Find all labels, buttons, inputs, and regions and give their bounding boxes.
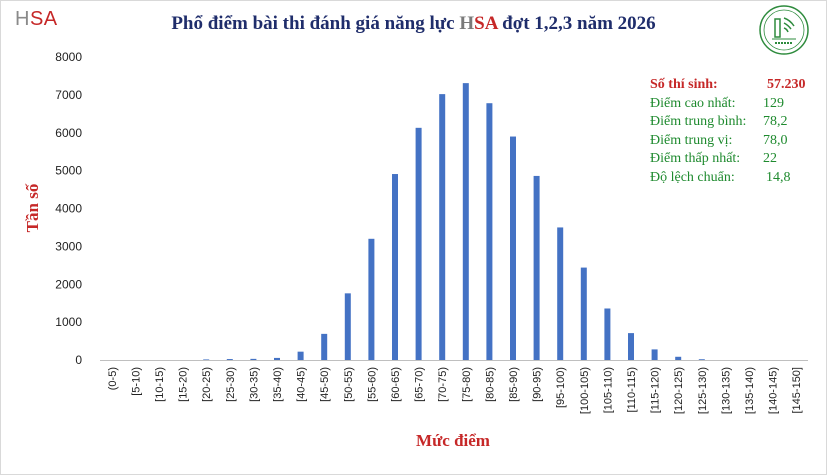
bar	[486, 103, 493, 361]
title-hsa-h: H	[459, 13, 475, 34]
x-tick-label: [135-140)	[744, 367, 756, 414]
title-part-1: Phổ điểm bài thi đánh giá năng lực	[171, 13, 460, 34]
stat-label: Độ lệch chuẩn:	[650, 169, 735, 185]
x-tick-label: [110-115)	[626, 367, 638, 412]
bar	[226, 359, 233, 360]
bar	[321, 333, 328, 360]
x-tick-label: [35-40)	[272, 367, 284, 402]
x-tick-label: [140-145)	[768, 367, 780, 414]
y-tick-label: 5000	[55, 164, 82, 178]
stat-value: 78,0	[763, 132, 788, 148]
y-tick-label: 7000	[55, 88, 82, 102]
bar	[344, 293, 351, 360]
x-axis-title: Mức điểm	[416, 431, 490, 450]
x-tick-label: [75-80)	[461, 367, 473, 402]
logo-letters-sa: SA	[29, 8, 58, 30]
stat-value: 78,2	[763, 114, 788, 129]
bar	[580, 267, 587, 360]
x-tick-label: (0-5)	[107, 367, 119, 390]
x-tick-label: [45-50)	[319, 367, 331, 402]
hsa-logo: HSA	[15, 8, 58, 31]
x-tick-label: [70-75)	[437, 367, 449, 402]
bar	[368, 238, 375, 360]
bar	[297, 351, 304, 360]
bar	[510, 136, 516, 360]
x-tick-label: [130-135)	[720, 367, 732, 414]
x-tick-label: [50-55)	[343, 367, 355, 402]
title-part-2: đợt 1,2,3 năm 2026	[497, 13, 656, 34]
x-tick-label: [60-65)	[390, 367, 402, 402]
x-tick-label: [90-95)	[532, 367, 544, 402]
x-tick-label: [10-15)	[154, 367, 166, 402]
bar	[628, 333, 634, 360]
x-tick-label: [145-150]	[791, 367, 803, 413]
stat-value: 22	[763, 151, 777, 166]
x-tick-label: [105-110)	[602, 367, 614, 413]
bar	[250, 358, 257, 360]
bar	[439, 94, 446, 361]
x-tick-label: [100-105)	[579, 367, 591, 414]
bar	[533, 175, 540, 360]
x-tick-label: [65-70)	[414, 367, 426, 402]
x-tick-label: [95-100)	[555, 367, 567, 408]
stat-value: 57.230	[767, 77, 806, 92]
bar	[557, 227, 564, 360]
y-tick-label: 0	[75, 353, 82, 367]
y-tick-label: 4000	[55, 202, 82, 216]
bar	[698, 359, 705, 360]
y-axis: 0 1000 2000 3000 4000 5000 6000 7000 8000	[55, 50, 82, 367]
y-tick-label: 8000	[55, 50, 82, 64]
stat-value: 129	[763, 95, 784, 111]
bar	[415, 127, 422, 360]
bar	[274, 357, 280, 360]
bar	[675, 356, 682, 360]
stat-label: Điểm thấp nhất:	[650, 151, 741, 166]
chart-title: Phổ điểm bài thi đánh giá năng lực HSA đ…	[0, 13, 827, 35]
title-hsa-sa: SA	[474, 13, 498, 34]
x-tick-label: [80-85)	[484, 367, 496, 402]
bar	[651, 349, 658, 360]
y-tick-label: 6000	[55, 126, 82, 140]
x-tick-label: [85-90)	[508, 367, 520, 402]
university-emblem-icon	[759, 5, 809, 55]
x-tick-label: [55-60)	[366, 367, 378, 402]
x-tick-label: [120-125)	[673, 367, 685, 414]
y-tick-label: 1000	[55, 315, 82, 329]
x-tick-label: [125-130)	[697, 367, 709, 414]
bar	[392, 174, 398, 360]
x-tick-label: [25-30)	[225, 367, 237, 402]
x-tick-label: [15-20)	[178, 367, 190, 402]
x-tick-label: [115-120)	[650, 367, 662, 413]
logo-letter-h: H	[15, 8, 30, 30]
y-tick-label: 2000	[55, 277, 82, 291]
x-tick-label: [20-25)	[201, 367, 213, 402]
bars-group	[203, 83, 705, 361]
x-axis: (0-5) [5-10) [10-15) [15-20) [20-25) [25-30) […	[107, 367, 803, 414]
bar	[604, 308, 611, 360]
y-tick-label: 3000	[55, 239, 82, 253]
stat-label: Điểm trung bình:	[650, 114, 747, 129]
stat-label: Số thí sinh:	[650, 77, 718, 92]
x-tick-label: [5-10)	[130, 367, 142, 396]
bar	[203, 359, 210, 360]
x-tick-label: [40-45)	[296, 367, 308, 402]
stat-value: 14,8	[766, 169, 791, 185]
y-axis-title: Tần số	[23, 183, 42, 232]
stat-label: Điểm trung vị:	[650, 132, 733, 148]
bar	[462, 83, 469, 360]
x-tick-label: [30-35)	[248, 367, 260, 402]
stat-label: Điểm cao nhất:	[650, 95, 736, 111]
